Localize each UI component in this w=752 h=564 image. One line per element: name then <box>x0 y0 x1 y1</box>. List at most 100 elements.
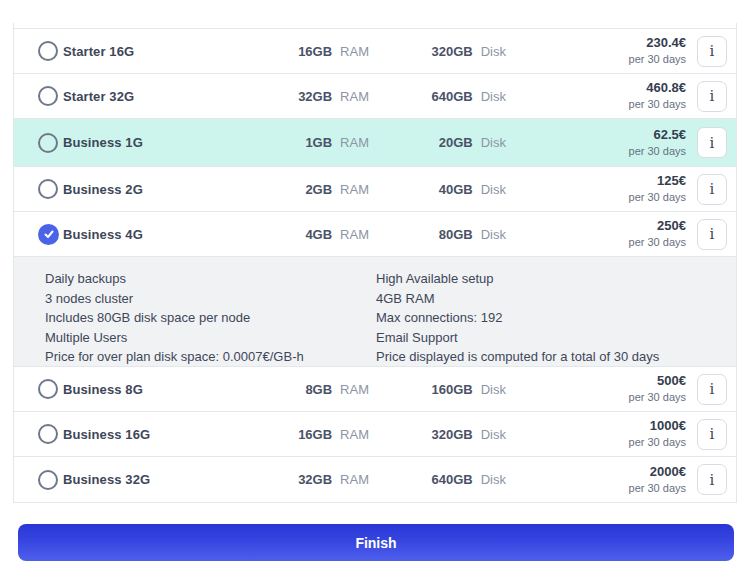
radio-button[interactable] <box>38 41 58 61</box>
info-icon: i <box>710 380 715 398</box>
price-period: per 30 days <box>506 391 686 405</box>
info-button[interactable]: i <box>697 174 727 205</box>
plan-details-panel: Daily backups 3 nodes cluster Includes 8… <box>14 256 736 366</box>
plan-row-business-32g[interactable]: Business 32G 32GB RAM 640GB Disk 2000€ p… <box>14 456 736 502</box>
plan-price: 125€ <box>506 173 686 189</box>
disk-value: 40GB <box>439 182 473 197</box>
radio-button-selected[interactable] <box>38 224 59 245</box>
check-icon <box>43 228 55 240</box>
info-button[interactable]: i <box>697 419 727 450</box>
price-cell: 2000€ per 30 days <box>506 464 686 496</box>
ram-unit: RAM <box>340 427 369 442</box>
price-cell: 500€ per 30 days <box>506 373 686 405</box>
ram-unit: RAM <box>340 382 369 397</box>
plan-row-starter-16g[interactable]: Starter 16G 16GB RAM 320GB Disk 230.4€ p… <box>14 28 736 73</box>
disk-cell: 20GB Disk <box>369 135 506 150</box>
price-period: per 30 days <box>506 145 686 159</box>
disk-cell: 640GB Disk <box>369 472 506 487</box>
disk-unit: Disk <box>481 44 506 59</box>
info-button[interactable]: i <box>697 127 727 158</box>
ram-unit: RAM <box>340 44 369 59</box>
plan-row-business-1g[interactable]: Business 1G 1GB RAM 20GB Disk 62.5€ per … <box>14 118 736 166</box>
ram-value: 8GB <box>305 382 332 397</box>
plan-price: 62.5€ <box>506 127 686 143</box>
radio-button[interactable] <box>38 133 58 153</box>
ram-unit: RAM <box>340 89 369 104</box>
info-icon: i <box>710 471 715 489</box>
disk-unit: Disk <box>481 427 506 442</box>
plan-table: Starter 16G 16GB RAM 320GB Disk 230.4€ p… <box>13 23 737 503</box>
disk-unit: Disk <box>481 135 506 150</box>
ram-unit: RAM <box>340 135 369 150</box>
detail-item: Price for over plan disk space: 0.0007€/… <box>45 347 376 367</box>
price-cell: 125€ per 30 days <box>506 173 686 205</box>
radio-button[interactable] <box>38 179 58 199</box>
detail-item: Email Support <box>376 328 726 348</box>
detail-item: Max connections: 192 <box>376 308 726 328</box>
price-period: per 30 days <box>506 191 686 205</box>
detail-item: 3 nodes cluster <box>45 289 376 309</box>
info-button[interactable]: i <box>697 81 727 112</box>
info-button[interactable]: i <box>697 219 727 250</box>
radio-button[interactable] <box>38 379 58 399</box>
plan-row-business-16g[interactable]: Business 16G 16GB RAM 320GB Disk 1000€ p… <box>14 411 736 456</box>
radio-button[interactable] <box>38 424 58 444</box>
info-button[interactable]: i <box>697 464 727 495</box>
info-icon: i <box>710 180 715 198</box>
finish-button[interactable]: Finish <box>18 524 734 561</box>
plan-name: Business 2G <box>63 182 239 197</box>
disk-cell: 320GB Disk <box>369 427 506 442</box>
disk-unit: Disk <box>481 382 506 397</box>
price-period: per 30 days <box>506 436 686 450</box>
price-period: per 30 days <box>506 98 686 112</box>
disk-unit: Disk <box>481 89 506 104</box>
ram-value: 2GB <box>305 182 332 197</box>
price-cell: 230.4€ per 30 days <box>506 35 686 67</box>
ram-value: 16GB <box>298 427 332 442</box>
plan-price: 230.4€ <box>506 35 686 51</box>
plan-row-business-4g-selected[interactable]: Business 4G 4GB RAM 80GB Disk 250€ per 3… <box>14 211 736 256</box>
ram-value: 32GB <box>298 89 332 104</box>
plan-row-business-8g[interactable]: Business 8G 8GB RAM 160GB Disk 500€ per … <box>14 366 736 411</box>
plan-name: Starter 32G <box>63 89 239 104</box>
disk-unit: Disk <box>481 182 506 197</box>
disk-cell: 80GB Disk <box>369 227 506 242</box>
detail-item: Price displayed is computed for a total … <box>376 347 726 367</box>
plan-price: 250€ <box>506 218 686 234</box>
radio-button[interactable] <box>38 470 58 490</box>
ram-value: 4GB <box>305 227 332 242</box>
info-icon: i <box>710 134 715 152</box>
plan-price: 1000€ <box>506 418 686 434</box>
detail-item: Includes 80GB disk space per node <box>45 308 376 328</box>
price-period: per 30 days <box>506 482 686 496</box>
radio-button[interactable] <box>38 86 58 106</box>
info-icon: i <box>710 425 715 443</box>
details-right-column: High Available setup 4GB RAM Max connect… <box>376 269 726 367</box>
disk-unit: Disk <box>481 227 506 242</box>
disk-unit: Disk <box>481 472 506 487</box>
ram-cell: 4GB RAM <box>239 227 369 242</box>
disk-cell: 640GB Disk <box>369 89 506 104</box>
info-button[interactable]: i <box>697 374 727 405</box>
detail-item: High Available setup <box>376 269 726 289</box>
ram-value: 16GB <box>298 44 332 59</box>
plan-name: Business 32G <box>63 472 239 487</box>
ram-unit: RAM <box>340 182 369 197</box>
plan-price: 500€ <box>506 373 686 389</box>
plan-name: Business 4G <box>63 227 239 242</box>
price-period: per 30 days <box>506 53 686 67</box>
plan-row-business-2g[interactable]: Business 2G 2GB RAM 40GB Disk 125€ per 3… <box>14 166 736 211</box>
ram-unit: RAM <box>340 472 369 487</box>
ram-value: 32GB <box>298 472 332 487</box>
plan-name: Business 16G <box>63 427 239 442</box>
details-left-column: Daily backups 3 nodes cluster Includes 8… <box>45 269 376 367</box>
info-button[interactable]: i <box>697 36 727 67</box>
ram-unit: RAM <box>340 227 369 242</box>
price-cell: 62.5€ per 30 days <box>506 127 686 159</box>
plan-name: Starter 16G <box>63 44 239 59</box>
plan-row-starter-32g[interactable]: Starter 32G 32GB RAM 640GB Disk 460.8€ p… <box>14 73 736 118</box>
ram-cell: 2GB RAM <box>239 182 369 197</box>
price-period: per 30 days <box>506 236 686 250</box>
disk-value: 80GB <box>439 227 473 242</box>
info-icon: i <box>710 225 715 243</box>
